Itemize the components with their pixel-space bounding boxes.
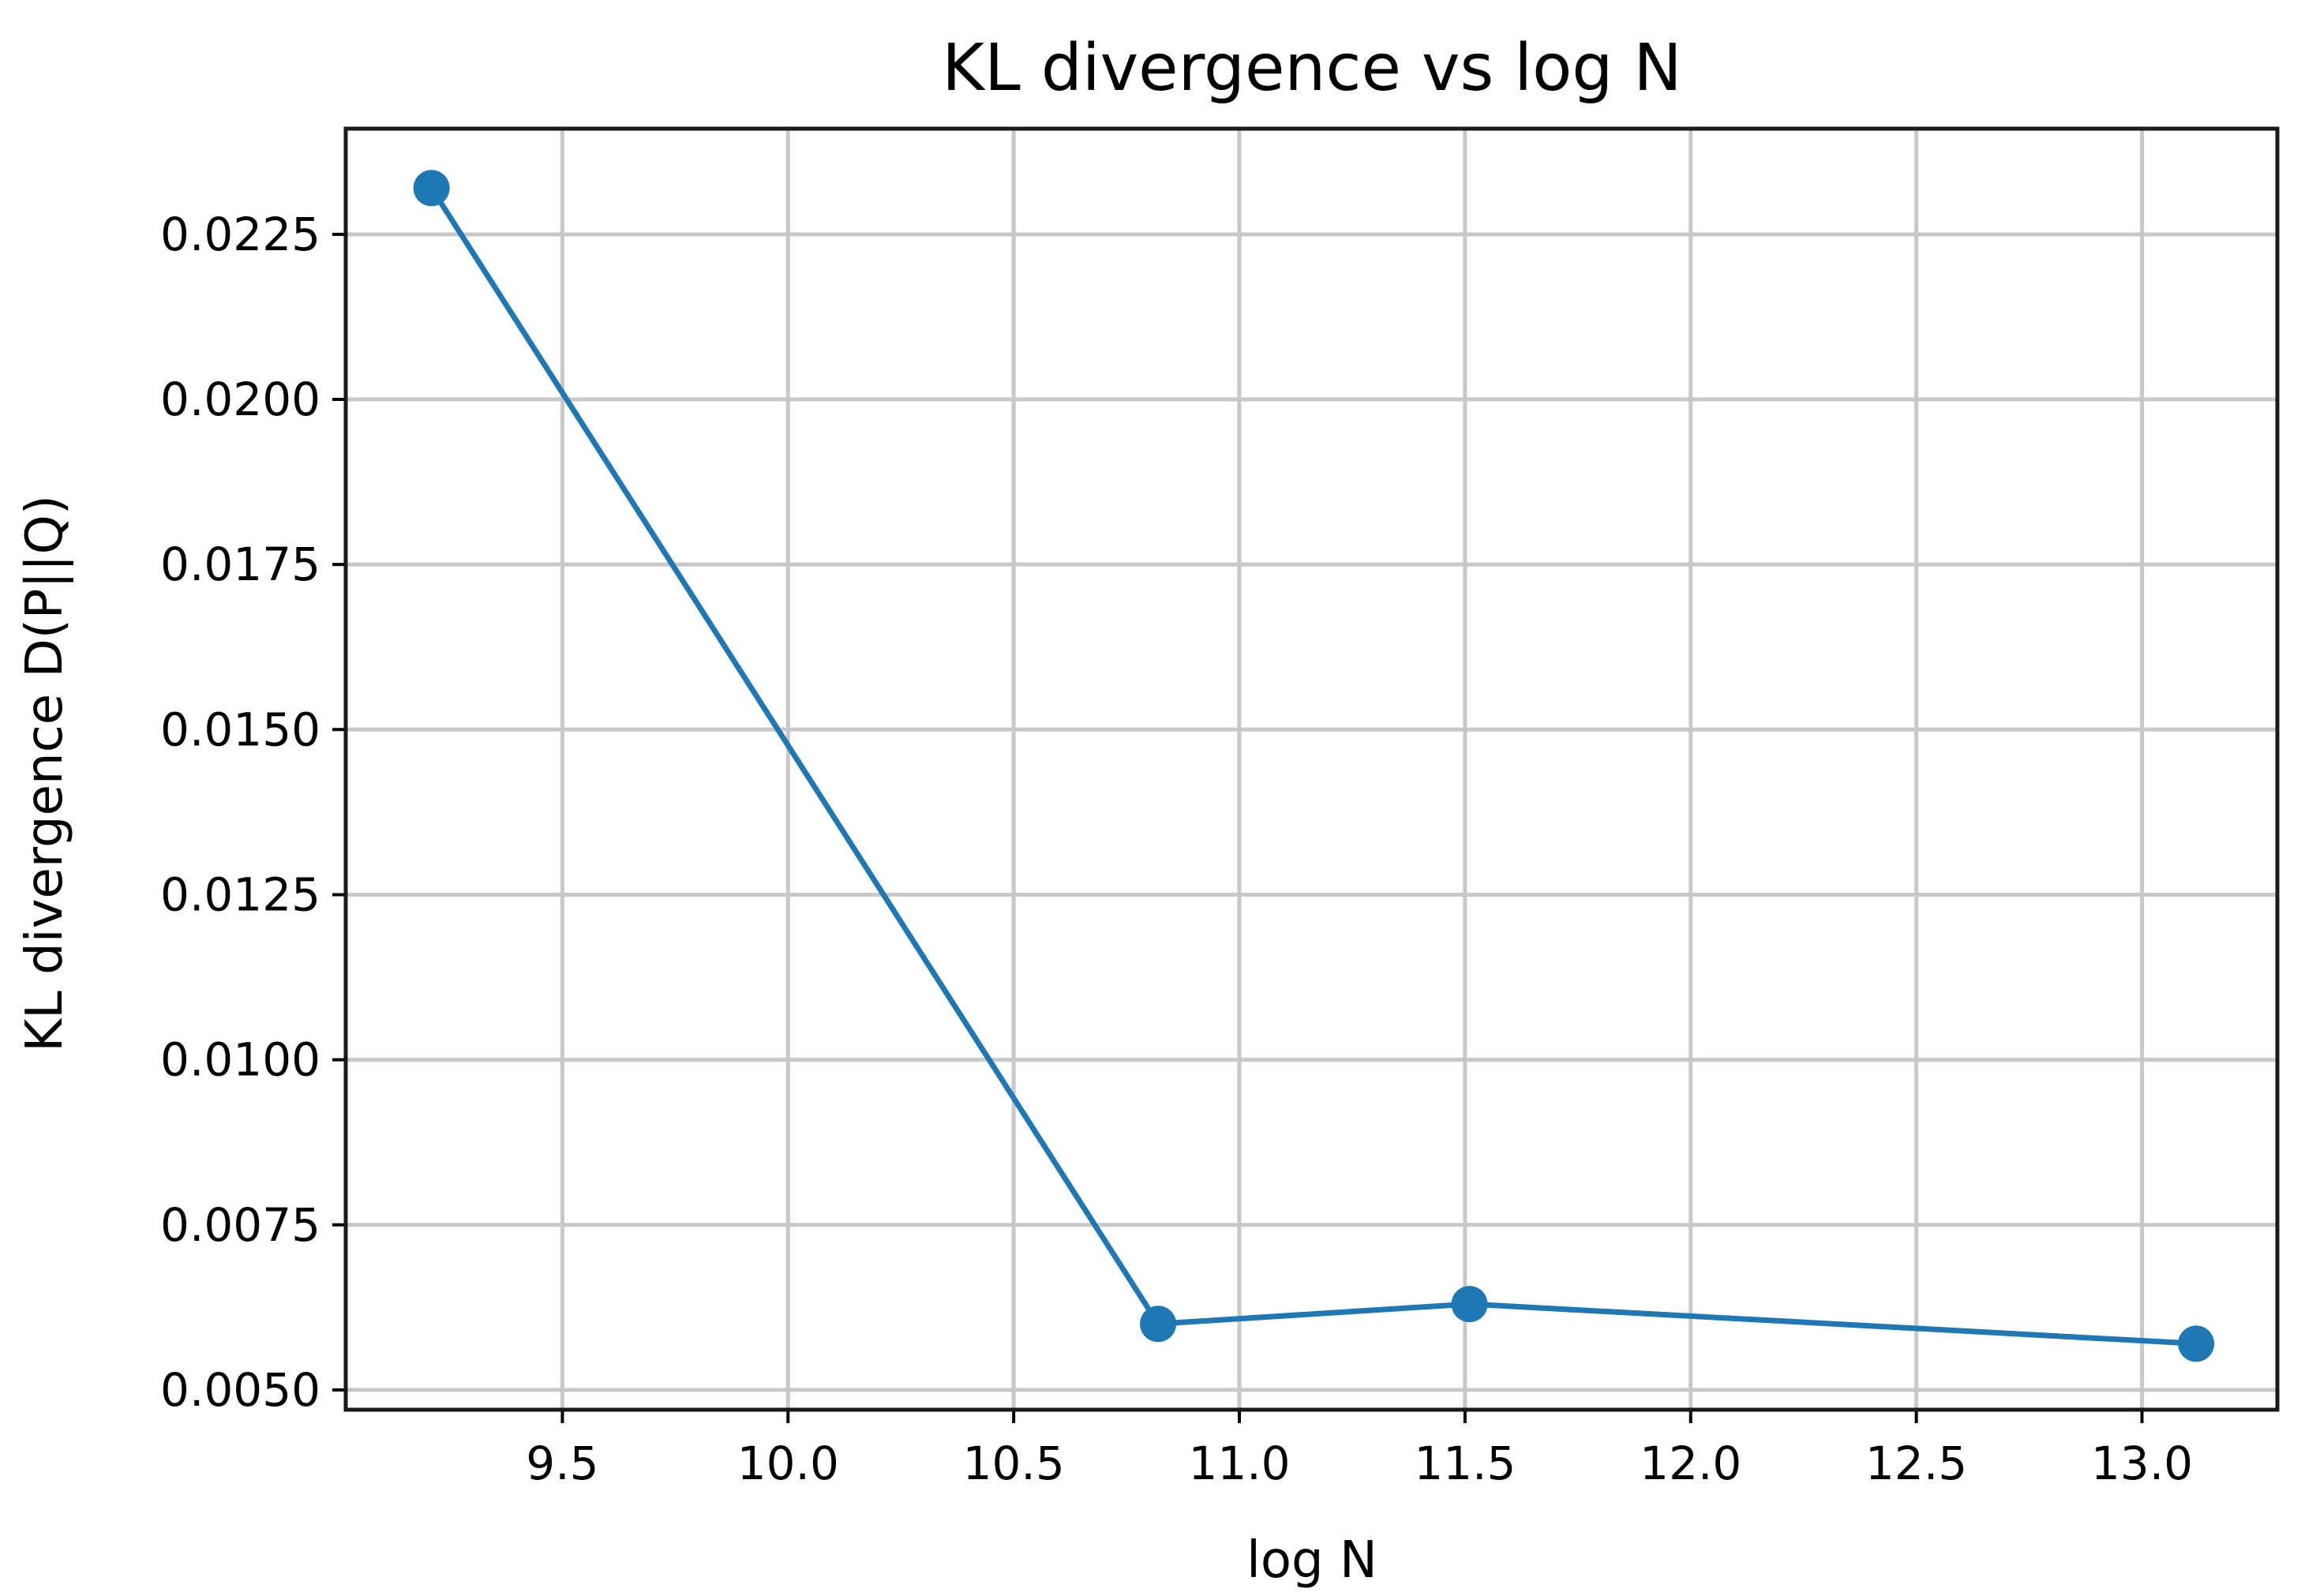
y-tick-label: 0.0125 bbox=[160, 867, 320, 921]
data-point bbox=[1451, 1286, 1488, 1323]
data-point bbox=[413, 170, 450, 207]
y-tick-label: 0.0150 bbox=[160, 702, 320, 756]
y-tick-label: 0.0075 bbox=[160, 1198, 320, 1252]
x-tick-label: 13.0 bbox=[2091, 1437, 2193, 1490]
x-axis-label: log N bbox=[1246, 1531, 1377, 1590]
axes: 9.5 10.0 10.5 11.0 11.5 12.0 12.5 13.0 0.0050 0.0… bbox=[160, 126, 2280, 1490]
plot-frame bbox=[343, 126, 2280, 1412]
y-tick-label: 0.0200 bbox=[160, 373, 320, 426]
y-tick-label: 0.0050 bbox=[160, 1363, 320, 1417]
x-tick-label: 12.5 bbox=[1865, 1437, 1967, 1490]
x-tick-label: 9.5 bbox=[526, 1437, 598, 1490]
x-tick-label: 10.5 bbox=[963, 1437, 1065, 1490]
series-line bbox=[429, 185, 2199, 1347]
y-tick-label: 0.0100 bbox=[160, 1033, 320, 1087]
x-tick-label: 11.5 bbox=[1414, 1437, 1516, 1490]
y-tick-label: 0.0175 bbox=[160, 538, 320, 591]
chart-title: KL divergence vs log N bbox=[942, 31, 1681, 106]
x-tick-label: 10.0 bbox=[737, 1437, 839, 1490]
x-tick-label: 12.0 bbox=[1640, 1437, 1741, 1490]
y-tick-label: 0.0225 bbox=[160, 208, 320, 261]
y-axis-label: KL divergence D(P||Q) bbox=[16, 495, 74, 1052]
x-tick-label: 11.0 bbox=[1188, 1437, 1290, 1490]
data-point bbox=[1140, 1306, 1177, 1343]
grid-lines bbox=[346, 129, 2277, 1410]
data-point bbox=[2178, 1325, 2215, 1362]
data-series bbox=[413, 170, 2215, 1362]
